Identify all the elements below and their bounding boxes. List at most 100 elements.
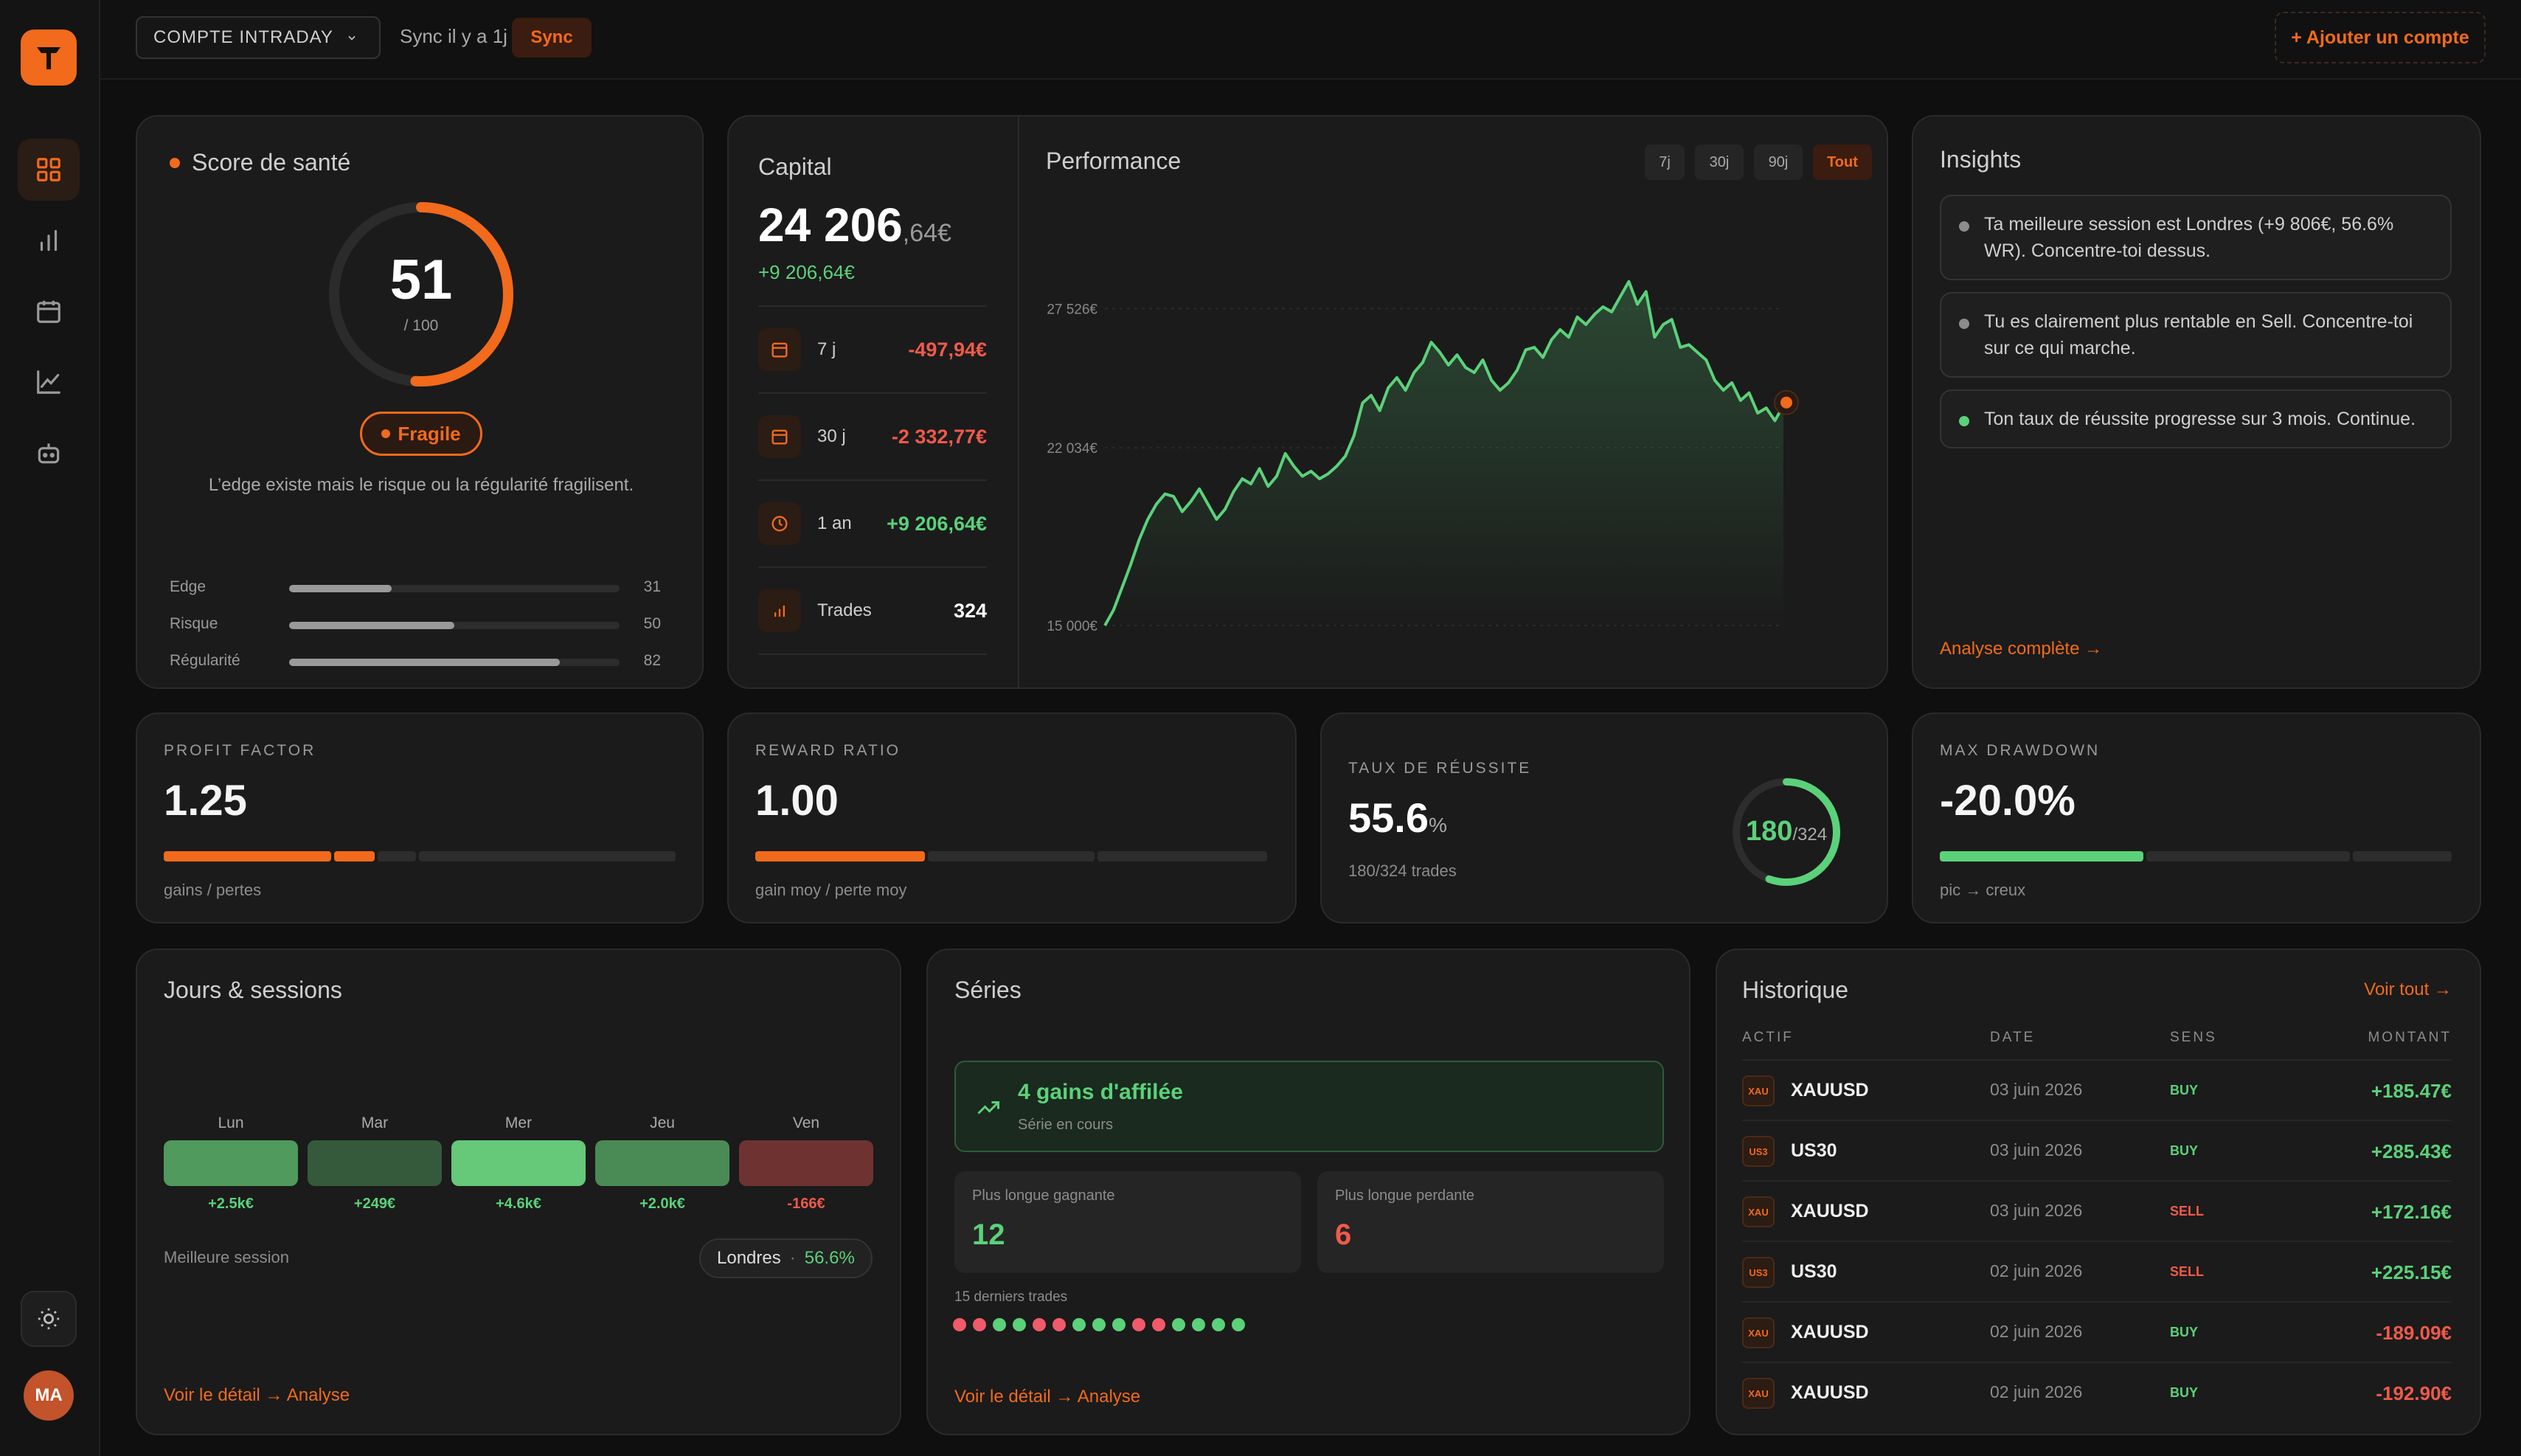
metric-bar-fill [289,622,454,629]
account-select[interactable]: COMPTE INTRADAY [136,16,381,59]
range-button-Tout[interactable]: Tout [1813,145,1872,180]
insight-text: Ton taux de réussite progresse sur 3 moi… [1984,409,2416,429]
period-value: 324 [953,599,987,622]
insights-title: Insights [1940,146,2022,173]
win-rate-card: TAUX DE RÉUSSITE 55.6% 180/324 trades 18… [1320,713,1888,923]
trade-date: 02 juin 2026 [1990,1382,2083,1401]
day-value: +249€ [353,1196,396,1212]
series-card: Séries 4 gains d'affilée Série en cours … [926,949,1691,1435]
calendar-icon [758,415,801,458]
days-sessions-card: Jours & sessions [136,949,901,1435]
table-row[interactable]: US3 US30 03 juin 2026 BUY +285.43€ [1742,1120,2452,1180]
win-rate-value: 55.6% [1348,794,1447,842]
day-cell[interactable] [595,1140,729,1186]
range-button-90j[interactable]: 90j [1754,145,1803,180]
table-row[interactable]: XAU XAUUSD 02 juin 2026 BUY -192.90€ [1742,1362,2452,1422]
nav-stats[interactable] [18,209,80,271]
win-dot [1192,1318,1205,1331]
loss-dot [1053,1318,1066,1331]
day-cell[interactable] [164,1140,298,1186]
range-button-30j[interactable]: 30j [1695,145,1744,180]
trade-amount: -189.09€ [2376,1322,2452,1344]
table-row[interactable]: XAU XAUUSD 03 juin 2026 BUY +185.47€ [1742,1059,2452,1120]
best-session-label: Meilleure session [164,1248,289,1266]
win-rate-label: TAUX DE RÉUSSITE [1348,760,1532,777]
best-session-pill: Londres · 56.6% [699,1238,873,1278]
max-drawdown-sub: pic → creux [1940,881,2026,899]
bar-chart-icon [758,589,801,632]
nav-dashboard[interactable] [18,139,80,201]
asset-name: XAUUSD [1791,1382,1869,1403]
profit-factor-sub: gains / pertes [164,881,262,899]
reward-ratio-value: 1.00 [755,777,839,825]
win-rate-ring-num: 180 [1745,816,1793,847]
add-account-button[interactable]: + Ajouter un compte [2275,12,2486,63]
win-rate-ring [1733,778,1840,886]
trade-date: 03 juin 2026 [1990,1080,2083,1099]
divider [758,654,987,655]
history-col-header: SENS [2170,1030,2217,1045]
insight-dot [1959,221,1969,232]
metric-bar-fill [289,659,561,666]
trade-side: BUY [2170,1325,2199,1339]
best-session-pct: 56.6% [804,1248,855,1268]
avatar[interactable]: MA [24,1370,74,1421]
insight-dot [1959,416,1969,426]
asset-badge: US3 [1742,1257,1775,1288]
period-value: -497,94€ [908,338,987,361]
insights-link[interactable]: Analyse complète → [1940,639,2103,659]
history-col-header: MONTANT [2368,1030,2452,1045]
trade-side: SELL [2170,1204,2205,1218]
table-row[interactable]: US3 US30 02 juin 2026 SELL +225.15€ [1742,1241,2452,1301]
sync-status: Sync il y a 1j [400,25,507,47]
topbar: COMPTE INTRADAY Sync il y a 1j Sync + Aj… [100,0,2521,80]
health-score-card: Score de santé 51 / 100 Fragile L’edge e… [136,115,704,689]
day-cell[interactable] [451,1140,586,1186]
day-label: Ven [792,1114,820,1131]
sync-button[interactable]: Sync [512,18,592,58]
chevron-down-icon [348,35,356,41]
period-label: 1 an [817,513,852,533]
trade-amount: +185.47€ [2371,1080,2452,1102]
trade-amount: +225.15€ [2371,1261,2452,1283]
asset-name: XAUUSD [1791,1201,1869,1221]
range-button-7j[interactable]: 7j [1645,145,1685,180]
metric-value: 82 [643,652,661,669]
period-value: -2 332,77€ [891,425,987,448]
table-row[interactable]: XAU XAUUSD 03 juin 2026 SELL +172.16€ [1742,1180,2452,1241]
period-label: Trades [817,600,872,620]
insight-dot [1959,319,1969,329]
loss-dot [1132,1318,1145,1331]
history-see-all[interactable]: Voir tout → [2364,980,2452,999]
max-drawdown-value: -20.0% [1940,777,2076,825]
loss-dot [973,1318,986,1331]
asset-badge: US3 [1742,1136,1775,1167]
capital-title: Capital [758,153,832,180]
table-row[interactable]: XAU XAUUSD 02 juin 2026 BUY -189.09€ [1742,1301,2452,1362]
streak-sub: Série en cours [1018,1117,1113,1133]
asset-badge: XAU [1742,1317,1775,1348]
longest-win-box: Plus longue gagnante 12 [954,1171,1301,1273]
y-tick-label: 15 000€ [1047,619,1097,634]
capital-period-row: 7 j -497,94€ [758,305,987,392]
day-cell[interactable] [739,1140,873,1186]
nav-robot[interactable] [18,422,80,484]
metric-bar [289,622,620,629]
theme-toggle[interactable] [21,1291,77,1347]
day-cell[interactable] [308,1140,442,1186]
history-col-header: ACTIF [1742,1030,1794,1045]
nav-calendar[interactable] [18,280,80,342]
trade-date: 03 juin 2026 [1990,1201,2083,1220]
longest-loss-box: Plus longue perdante 6 [1317,1171,1664,1273]
nav-performance[interactable] [18,351,80,413]
trade-amount: +172.16€ [2371,1201,2452,1223]
performance-chart: 27 526€ 22 034€ 15 000€ [1047,280,1799,634]
capital-period-row: 1 an +9 206,64€ [758,479,987,566]
days-detail-link[interactable]: Voir le détail → Analyse [164,1385,350,1405]
series-detail-link[interactable]: Voir le détail → Analyse [954,1387,1141,1407]
day-label: Jeu [650,1114,675,1131]
app-logo[interactable] [21,30,77,86]
health-score-ring [329,202,513,386]
max-drawdown-label: MAX DRAWDOWN [1940,742,2101,759]
loss-dot [1152,1318,1165,1331]
